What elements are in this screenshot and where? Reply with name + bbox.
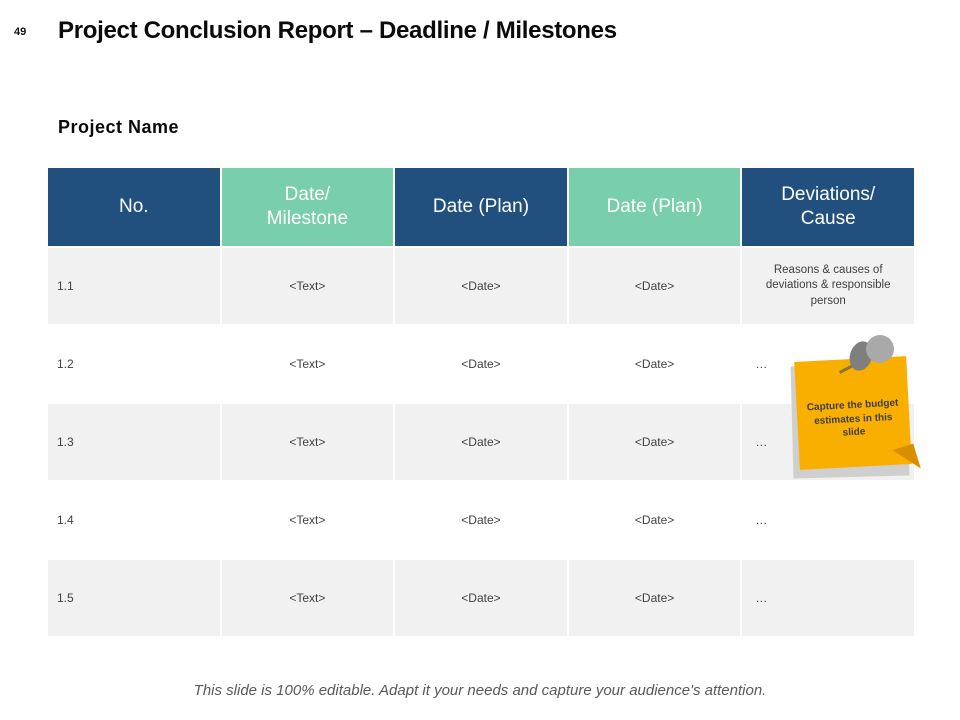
column-header-no: No. [48,168,220,246]
cell-no: 1.5 [48,560,220,636]
cell-deviations-cause: … [742,560,914,636]
cell-milestone: <Text> [221,248,394,324]
sticky-note-text: Capture the budget estimates in this sli… [806,397,899,439]
table-header: No. Date/ Milestone Date (Plan) Date (Pl… [48,168,914,246]
cell-date-plan-1: <Date> [395,248,567,324]
cell-no: 1.1 [48,248,220,324]
milestones-table: No. Date/ Milestone Date (Plan) Date (Pl… [46,166,916,638]
cell-deviations-cause: … [742,482,914,558]
cell-no: 1.2 [48,326,220,402]
table-row: 1.4 <Text> <Date> <Date> … [48,482,914,558]
cell-date-plan-1: <Date> [395,404,567,480]
cell-date-plan-2: <Date> [568,560,741,636]
column-header-date-milestone: Date/ Milestone [221,168,394,246]
cell-no: 1.3 [48,404,220,480]
cell-milestone: <Text> [221,326,394,402]
table-row: 1.5 <Text> <Date> <Date> … [48,560,914,636]
table-row: 1.3 <Text> <Date> <Date> … [48,404,914,480]
slide-title: Project Conclusion Report – Deadline / M… [58,17,617,44]
cell-date-plan-1: <Date> [395,326,567,402]
pushpin-head-front [866,335,894,363]
pushpin-icon [836,333,906,383]
cell-date-plan-2: <Date> [568,248,741,324]
slide-page-number: 49 [14,26,27,38]
sticky-note: Capture the budget estimates in this sli… [790,333,930,493]
cell-date-plan-2: <Date> [568,326,741,402]
table-row: 1.2 <Text> <Date> <Date> … [48,326,914,402]
footer-note: This slide is 100% editable. Adapt it yo… [193,682,767,699]
cell-date-plan-2: <Date> [568,404,741,480]
cell-date-plan-1: <Date> [395,560,567,636]
column-header-deviations-cause: Deviations/ Cause [742,168,914,246]
project-name-label: Project Name [58,117,180,137]
cell-date-plan-2: <Date> [568,482,741,558]
cell-deviations-cause: Reasons & causes of deviations & respons… [742,248,914,324]
column-header-date-plan-2: Date (Plan) [568,168,741,246]
cell-milestone: <Text> [221,482,394,558]
cell-milestone: <Text> [221,560,394,636]
cell-date-plan-1: <Date> [395,482,567,558]
cell-no: 1.4 [48,482,220,558]
table-row: 1.1 <Text> <Date> <Date> Reasons & cause… [48,248,914,324]
cell-milestone: <Text> [221,404,394,480]
column-header-date-plan-1: Date (Plan) [395,168,567,246]
